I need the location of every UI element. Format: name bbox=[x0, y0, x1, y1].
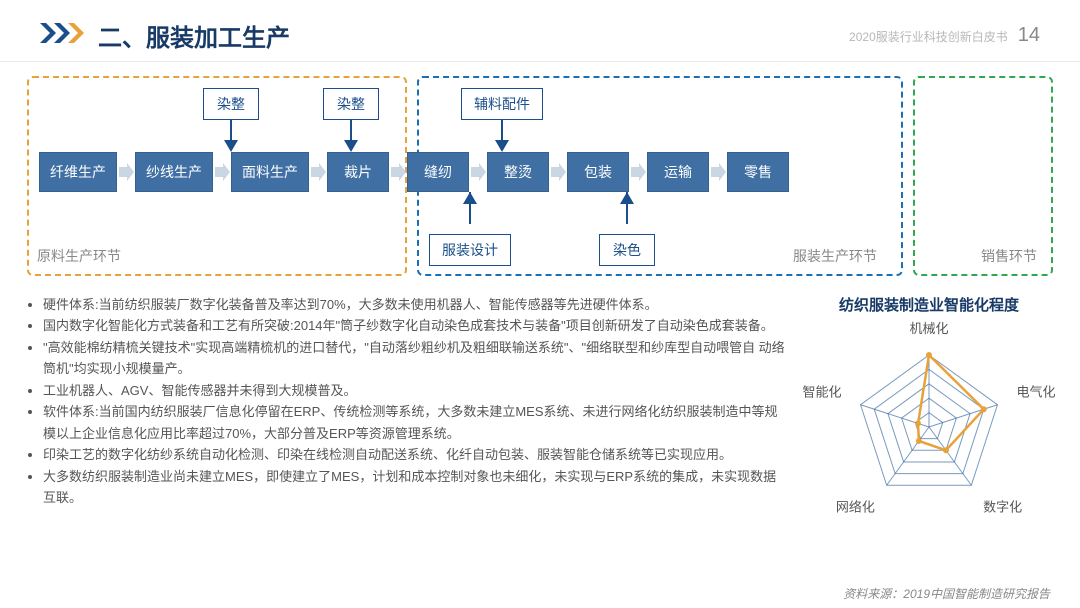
arrow-icon bbox=[309, 163, 327, 181]
section-title: 二、服装加工生产 bbox=[98, 18, 290, 53]
radar-axis-label: 机械化 bbox=[909, 321, 948, 336]
radar-axis-label: 数字化 bbox=[983, 499, 1022, 514]
process-box: 运输 bbox=[647, 152, 709, 192]
group-label: 销售环节 bbox=[981, 246, 1037, 266]
bullet-item: 软件体系:当前国内纺织服装厂信息化停留在ERP、传统检测等系统，大多数未建立ME… bbox=[43, 401, 787, 444]
connector-line bbox=[501, 120, 503, 142]
process-diagram: 原料生产环节 服装生产环节 销售环节 纤维生产纱线生产面料生产裁片缝纫整烫包装运输零售… bbox=[21, 74, 1059, 284]
bullet-item: 工业机器人、AGV、智能传感器并未得到大规模普及。 bbox=[43, 380, 787, 401]
doc-subtitle: 2020服装行业科技创新白皮书 bbox=[849, 28, 1008, 45]
chevron-icon bbox=[40, 23, 86, 48]
radar-chart: 机械化电气化数字化 网络化 智能化 bbox=[799, 317, 1059, 527]
sub-process-box: 染整 bbox=[323, 88, 379, 120]
process-box: 缝纫 bbox=[407, 152, 469, 192]
bullet-item: "高效能棉纺精梳关键技术"实现高端精梳机的进口替代，"自动落纱粗纱机及粗细联输送… bbox=[43, 337, 787, 380]
process-box: 零售 bbox=[727, 152, 789, 192]
bullet-item: 大多数纺织服装制造业尚未建立MES，即使建立了MES，计划和成本控制对象也未细化… bbox=[43, 466, 787, 509]
bullet-item: 硬件体系:当前纺织服装厂数字化装备普及率达到70%，大多数未使用机器人、智能传感… bbox=[43, 294, 787, 315]
arrow-icon bbox=[549, 163, 567, 181]
arrow-icon bbox=[213, 163, 231, 181]
radar-axis-label: 智能化 bbox=[802, 385, 841, 400]
bullet-item: 国内数字化智能化方式装备和工艺有所突破:2014年"筒子纱数字化自动染色成套技术… bbox=[43, 315, 787, 336]
arrow-icon bbox=[463, 192, 477, 204]
arrow-icon bbox=[344, 140, 358, 152]
main-flow-row: 纤维生产纱线生产面料生产裁片缝纫整烫包装运输零售 bbox=[21, 152, 1059, 192]
radar-panel: 纺织服装制造业智能化程度 机械化电气化数字化 网络化 智能化 bbox=[799, 294, 1059, 532]
bullet-item: 印染工艺的数字化纺纱系统自动化检测、印染在线检测自动配送系统、化纤自动包装、服装… bbox=[43, 444, 787, 465]
group-label: 原料生产环节 bbox=[37, 246, 121, 266]
process-box: 裁片 bbox=[327, 152, 389, 192]
sub-process-box: 染整 bbox=[203, 88, 259, 120]
sub-process-box: 服装设计 bbox=[429, 234, 511, 266]
page-number: 14 bbox=[1018, 24, 1040, 47]
arrow-icon bbox=[389, 163, 407, 181]
sub-process-box: 染色 bbox=[599, 234, 655, 266]
arrow-icon bbox=[224, 140, 238, 152]
connector-line bbox=[350, 120, 352, 142]
arrow-icon bbox=[629, 163, 647, 181]
sub-process-box: 辅料配件 bbox=[461, 88, 543, 120]
arrow-icon bbox=[469, 163, 487, 181]
arrow-icon bbox=[620, 192, 634, 204]
radar-axis-label: 电气化 bbox=[1016, 385, 1055, 400]
process-box: 面料生产 bbox=[231, 152, 309, 192]
connector-line bbox=[230, 120, 232, 142]
group-label: 服装生产环节 bbox=[793, 246, 877, 266]
arrow-icon bbox=[709, 163, 727, 181]
bullet-list: 硬件体系:当前纺织服装厂数字化装备普及率达到70%，大多数未使用机器人、智能传感… bbox=[21, 294, 787, 532]
arrow-icon bbox=[495, 140, 509, 152]
radar-axis-label: 网络化 bbox=[836, 499, 875, 514]
process-box: 纱线生产 bbox=[135, 152, 213, 192]
arrow-icon bbox=[117, 163, 135, 181]
process-box: 纤维生产 bbox=[39, 152, 117, 192]
source-citation: 资料来源：2019中国智能制造研究报告 bbox=[843, 585, 1050, 602]
page-header: 二、服装加工生产 2020服装行业科技创新白皮书 14 bbox=[0, 0, 1080, 62]
process-box: 包装 bbox=[567, 152, 629, 192]
process-box: 整烫 bbox=[487, 152, 549, 192]
radar-title: 纺织服装制造业智能化程度 bbox=[799, 294, 1059, 315]
